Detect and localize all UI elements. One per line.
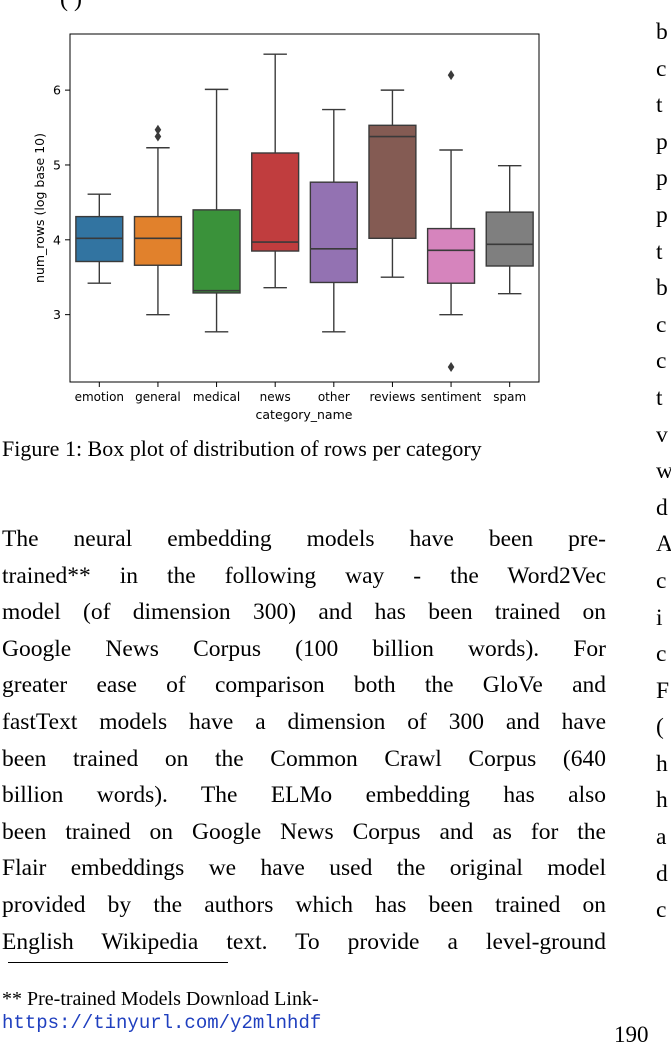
next-column-letter: t (656, 384, 663, 411)
box-news (251, 53, 300, 289)
box-iqr (251, 152, 300, 252)
body-line: been trained on Google News Corpus and a… (2, 818, 606, 845)
page-number: 190 (614, 1022, 649, 1047)
footnote-link[interactable]: https://tinyurl.com/y2mlnhdf (2, 1012, 322, 1034)
next-column-letter: p (656, 201, 668, 228)
next-column-letter: A (656, 531, 671, 558)
y-tick-label: 4 (53, 232, 61, 247)
body-line: English Wikipedia text. To provide a lev… (2, 928, 606, 955)
next-column-letter: c (656, 311, 667, 338)
box-medical (192, 88, 241, 333)
next-column-letter: v (656, 421, 668, 448)
footnote: ** Pre-trained Models Download Link- htt… (2, 987, 321, 1035)
box-iqr (485, 211, 534, 267)
box-general (133, 124, 183, 316)
next-column-letter: c (656, 641, 667, 668)
x-axis: emotion general medical news other reviews sen… (75, 382, 526, 404)
outlier-point (154, 124, 162, 135)
previous-text-fragment: ( ) (60, 0, 82, 13)
y-tick-label: 6 (53, 83, 61, 98)
next-column-letter: c (656, 567, 667, 594)
body-line: The neural embedding models have been pr… (2, 526, 606, 552)
x-axis-label: category_name (256, 407, 353, 422)
box-other (309, 108, 358, 333)
body-line: trained** in the following way - the Wor… (2, 562, 606, 589)
next-column-letter: b (656, 275, 668, 302)
body-line: been trained on the Common Crawl Corpus … (2, 745, 606, 772)
outlier-point (154, 131, 162, 142)
body-line: Google News Corpus (100 billion words). … (2, 635, 606, 662)
y-tick-label: 3 (53, 307, 61, 322)
next-column-letter: t (656, 238, 663, 265)
box-iqr (133, 215, 183, 266)
box-emotion (75, 193, 124, 284)
x-tick-label: spam (493, 390, 526, 404)
footnote-label: ** Pre-trained Models Download Link- (2, 988, 319, 1010)
box-reviews (368, 89, 417, 278)
box-sentiment (426, 70, 476, 373)
outlier-point (447, 70, 455, 81)
box-iqr (192, 209, 241, 294)
boxes (75, 53, 534, 373)
box-iqr (426, 227, 476, 284)
outlier-point (447, 362, 455, 373)
y-tick-label: 5 (53, 157, 61, 172)
next-column-letter: c (656, 348, 667, 375)
next-column-letter: h (656, 787, 668, 814)
next-column-letter: p (656, 165, 668, 192)
x-tick-label: medical (193, 390, 240, 404)
plot-area (69, 33, 540, 383)
y-axis-label: num_rows (log base 10) (32, 133, 47, 283)
next-column-letter: d (656, 860, 668, 887)
next-column-letter: w (656, 458, 671, 485)
next-column-letter: c (656, 897, 667, 924)
body-line: greater ease of comparison both the GloV… (2, 672, 606, 699)
next-column-letter: h (656, 750, 668, 777)
body-paragraph: The neural embedding models have been pr… (2, 521, 606, 960)
next-column-letter: t (656, 92, 663, 119)
next-column-letter: b (656, 19, 668, 45)
body-line: fastText models have a dimension of 300 … (2, 708, 606, 735)
next-column-letter: d (656, 494, 668, 521)
next-column-letter: p (656, 128, 668, 155)
box-spam (485, 165, 534, 295)
box-plot-chart: 3 4 5 6 emotion general medical news other revie… (32, 33, 540, 422)
body-line: Flair embeddings we have used the origin… (2, 855, 606, 882)
next-column-letter: F (656, 677, 670, 704)
next-column-letter: a (656, 824, 667, 851)
body-line: provided by the authors which has been t… (2, 891, 606, 918)
x-tick-label: other (318, 390, 350, 404)
figure-caption: Figure 1: Box plot of distribution of ro… (2, 436, 482, 461)
body-line: model (of dimension 300) and has been tr… (2, 599, 606, 626)
x-tick-label: emotion (75, 390, 124, 404)
y-axis: 3 4 5 6 (53, 83, 70, 322)
next-column-letter: c (656, 55, 667, 82)
body-line: billion words). The ELMo embedding has a… (2, 782, 606, 809)
x-tick-label: general (135, 390, 181, 404)
x-tick-label: news (260, 390, 291, 404)
next-column-letter: ( (656, 714, 664, 741)
x-tick-label: reviews (369, 390, 415, 404)
box-iqr (368, 124, 417, 240)
x-tick-label: sentiment (421, 390, 482, 404)
box-iqr (309, 181, 358, 284)
footnote-rule (8, 962, 228, 963)
next-column-letter: i (656, 604, 663, 631)
